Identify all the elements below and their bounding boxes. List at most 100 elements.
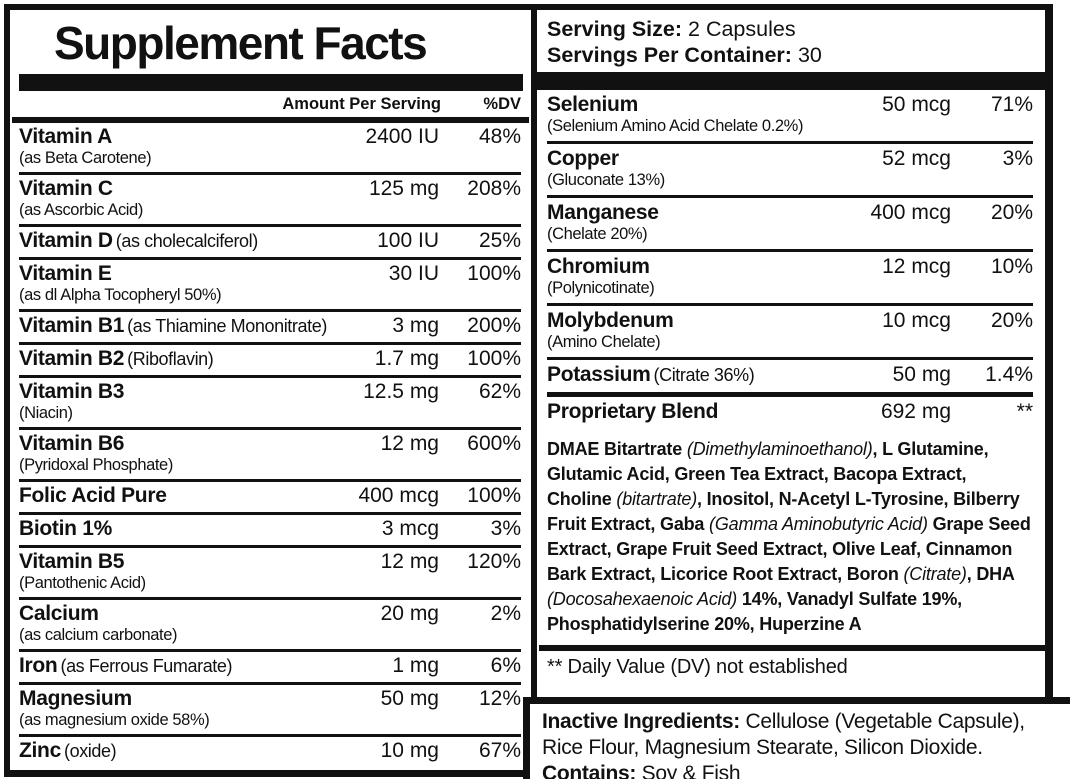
- nutrient-source: (as dl Alpha Tocopheryl 50%): [19, 286, 222, 304]
- nutrient-name-cell: Vitamin B3 (Niacin): [19, 380, 331, 423]
- nutrient-dv: 10%: [990, 255, 1033, 278]
- nutrient-name: Proprietary Blend: [547, 400, 719, 423]
- nutrient-row: Vitamin B2 (Riboflavin) 1.7 mg 100%: [19, 342, 521, 375]
- blend-segment: , DHA: [966, 564, 1015, 584]
- blend-segment: DMAE Bitartrate: [547, 439, 687, 459]
- nutrient-row: Copper (Gluconate 13%) 52 mcg 3%: [547, 141, 1033, 195]
- nutrient-name: Biotin 1%: [19, 517, 112, 540]
- nutrient-dv: 600%: [467, 432, 521, 455]
- daily-value-footnote: ** Daily Value (DV) not established: [547, 656, 848, 678]
- nutrient-name-cell: Vitamin C (as Ascorbic Acid): [19, 177, 331, 220]
- nutrient-source: (as Beta Carotene): [19, 149, 152, 167]
- nutrient-name-cell: Vitamin D (as cholecalciferol): [19, 229, 331, 253]
- contains-label: Contains:: [542, 762, 637, 779]
- blend-segment-italic: (Citrate): [903, 564, 967, 584]
- nutrient-amount: 30 IU: [388, 262, 439, 285]
- nutrient-dv: 200%: [467, 314, 521, 337]
- nutrient-name: Vitamin C: [19, 177, 113, 200]
- nutrient-name-cell: Vitamin E (as dl Alpha Tocopheryl 50%): [19, 262, 331, 305]
- nutrient-row: Vitamin B1 (as Thiamine Mononitrate) 3 mg 2…: [19, 309, 521, 342]
- serving-size-label: Serving Size:: [547, 17, 683, 41]
- nutrient-name: Magnesium: [19, 687, 132, 710]
- amount-per-serving-header: Amount Per Serving: [282, 95, 441, 113]
- nutrient-source: (Pantothenic Acid): [19, 574, 146, 592]
- nutrient-amount: 692 mg: [880, 400, 951, 423]
- nutrient-source: (Niacin): [19, 404, 73, 422]
- nutrient-source-inline: (as Ferrous Fumarate): [60, 656, 233, 676]
- nutrient-amount: 10 mcg: [882, 309, 951, 332]
- nutrient-row: Vitamin E (as dl Alpha Tocopheryl 50%) 30 …: [19, 257, 521, 309]
- blend-segment: , Inositol, N-Acetyl L-Tyrosine, Bilberr…: [547, 489, 1020, 534]
- nutrient-source: (Amino Chelate): [547, 333, 661, 351]
- blend-segment: Grape Seed Extract, Grape Fruit Seed Ext…: [547, 514, 1031, 584]
- nutrient-amount: 12 mg: [380, 550, 439, 573]
- nutrient-name: Calcium: [19, 602, 99, 625]
- nutrient-source: (Gluconate 13%): [547, 171, 665, 189]
- title-divider-bar: [19, 74, 523, 91]
- nutrient-name: Zinc: [19, 739, 61, 762]
- nutrient-name: Folic Acid Pure: [19, 484, 167, 507]
- nutrient-name-cell: Vitamin B1 (as Thiamine Mononitrate): [19, 314, 331, 338]
- serving-size-value: 2 Capsules: [688, 17, 796, 41]
- nutrient-amount: 12 mg: [380, 432, 439, 455]
- servings-per-container-value: 30: [797, 43, 822, 67]
- nutrient-name-cell: Zinc (oxide): [19, 739, 331, 763]
- nutrient-amount: 50 mg: [892, 363, 951, 386]
- proprietary-blend-ingredients: DMAE Bitartrate (Dimethylaminoethanol), …: [547, 437, 1031, 637]
- nutrient-name-cell: Manganese (Chelate 20%): [547, 201, 843, 244]
- nutrient-source: (Polynicotinate): [547, 279, 655, 297]
- nutrient-row: Vitamin B6 (Pyridoxal Phosphate) 12 mg 600%: [19, 427, 521, 479]
- nutrient-row: Vitamin B3 (Niacin) 12.5 mg 62%: [19, 375, 521, 427]
- nutrient-source: (Selenium Amino Acid Chelate 0.2%): [547, 117, 804, 135]
- nutrient-amount: 3 mcg: [381, 517, 439, 540]
- serving-divider-bar: [537, 72, 1045, 90]
- nutrient-row: Potassium (Citrate 36%) 50 mg 1.4%: [547, 357, 1033, 392]
- nutrient-dv: 20%: [990, 201, 1033, 224]
- nutrient-amount: 12 mcg: [882, 255, 951, 278]
- nutrient-dv: 120%: [467, 550, 521, 573]
- nutrient-rows-left: Vitamin A (as Beta Carotene) 2400 IU 48% Vit…: [19, 123, 521, 767]
- blend-segment-italic: (Gamma Aminobutyric Acid): [709, 514, 928, 534]
- page-title: Supplement Facts: [54, 17, 428, 69]
- serving-info: Serving Size: 2 Capsules Servings Per Con…: [547, 16, 1037, 68]
- nutrient-name: Vitamin B1: [19, 314, 125, 337]
- column-header-row: Amount Per Serving %DV: [19, 91, 521, 117]
- nutrient-row: Vitamin D (as cholecalciferol) 100 IU 25%: [19, 224, 521, 257]
- nutrient-row: Calcium (as calcium carbonate) 20 mg 2%: [19, 597, 521, 649]
- blend-segment-italic: (Docosahexaenoic Acid): [547, 589, 738, 609]
- nutrient-dv: 3%: [490, 517, 521, 540]
- nutrient-amount: 12.5 mg: [363, 380, 439, 403]
- nutrient-amount: 50 mcg: [882, 93, 951, 116]
- blend-segment-italic: (bitartrate): [616, 489, 698, 509]
- nutrient-amount: 52 mcg: [882, 147, 951, 170]
- inactive-ingredients-label: Inactive Ingredients:: [542, 710, 740, 733]
- nutrient-name: Vitamin B2: [19, 347, 125, 370]
- contains-line: Contains: Soy & Fish: [542, 761, 1060, 779]
- nutrient-amount: 2400 IU: [365, 125, 439, 148]
- nutrient-row: Magnesium (as magnesium oxide 58%) 50 mg 12…: [19, 682, 521, 734]
- inactive-ingredients-value: Cellulose (Vegetable Capsule), Rice Flou…: [542, 710, 1025, 759]
- nutrient-row: Folic Acid Pure 400 mcg 100%: [19, 479, 521, 512]
- nutrient-source: (Pyridoxal Phosphate): [19, 456, 173, 474]
- nutrient-row: Proprietary Blend 692 mg **: [547, 392, 1033, 429]
- nutrient-name: Copper: [547, 147, 619, 170]
- nutrient-name-cell: Vitamin B6 (Pyridoxal Phosphate): [19, 432, 331, 475]
- nutrient-amount: 1.7 mg: [374, 347, 439, 370]
- nutrient-amount: 50 mg: [380, 687, 439, 710]
- contains-value: Soy & Fish: [636, 762, 741, 779]
- servings-per-container-label: Servings Per Container:: [547, 43, 792, 67]
- serving-size-line: Serving Size: 2 Capsules: [547, 16, 1037, 42]
- blend-segment: , L Glutamine, Glutamic Acid, Green Tea …: [547, 439, 989, 509]
- nutrient-row: Vitamin A (as Beta Carotene) 2400 IU 48%: [19, 123, 521, 172]
- nutrient-source: (as Ascorbic Acid): [19, 201, 143, 219]
- inactive-ingredients-box: Inactive Ingredients: Cellulose (Vegetab…: [523, 697, 1070, 779]
- nutrient-dv: 12%: [478, 687, 521, 710]
- blend-segment-italic: (Dimethylaminoethanol): [686, 439, 873, 459]
- nutrient-rows-right: Selenium (Selenium Amino Acid Chelate 0.2…: [547, 90, 1033, 429]
- nutrient-name: Vitamin D: [19, 229, 113, 252]
- nutrient-dv: **: [1016, 400, 1033, 423]
- nutrient-name: Iron: [19, 654, 58, 677]
- nutrient-dv: 100%: [467, 347, 521, 370]
- nutrient-row: Vitamin C (as Ascorbic Acid) 125 mg 208%: [19, 172, 521, 224]
- nutrient-dv: 1.4%: [985, 363, 1033, 386]
